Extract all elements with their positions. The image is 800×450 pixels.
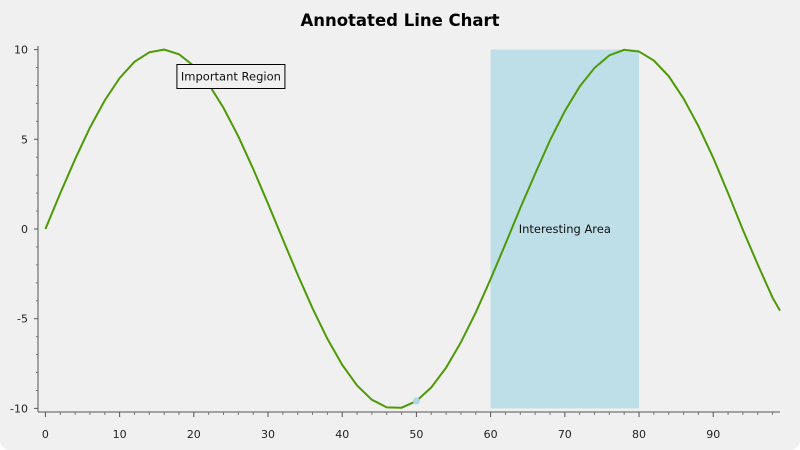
y-tick-label: -5 [17,313,28,326]
y-tick-label: 0 [21,223,28,236]
annotation-box [176,64,286,89]
x-tick-label: 70 [558,428,572,441]
x-tick-label: 10 [113,428,127,441]
x-tick-label: 30 [261,428,275,441]
y-tick-label: -10 [10,402,28,415]
x-tick-label: 50 [409,428,423,441]
x-tick-label: 80 [632,428,646,441]
annotation-label: Important Region [181,70,281,84]
y-tick-label: 10 [14,44,28,57]
x-tick-label: 40 [335,428,349,441]
x-tick-label: 0 [42,428,49,441]
y-tick-label: 5 [21,133,28,146]
chart-title: Annotated Line Chart [300,11,500,30]
shaded-region-label: Interesting Area [519,222,611,236]
annotation-point [412,397,420,405]
x-tick-label: 20 [187,428,201,441]
series-line [44,48,781,409]
x-tick-label: 60 [484,428,498,441]
x-tick-label: 90 [706,428,720,441]
